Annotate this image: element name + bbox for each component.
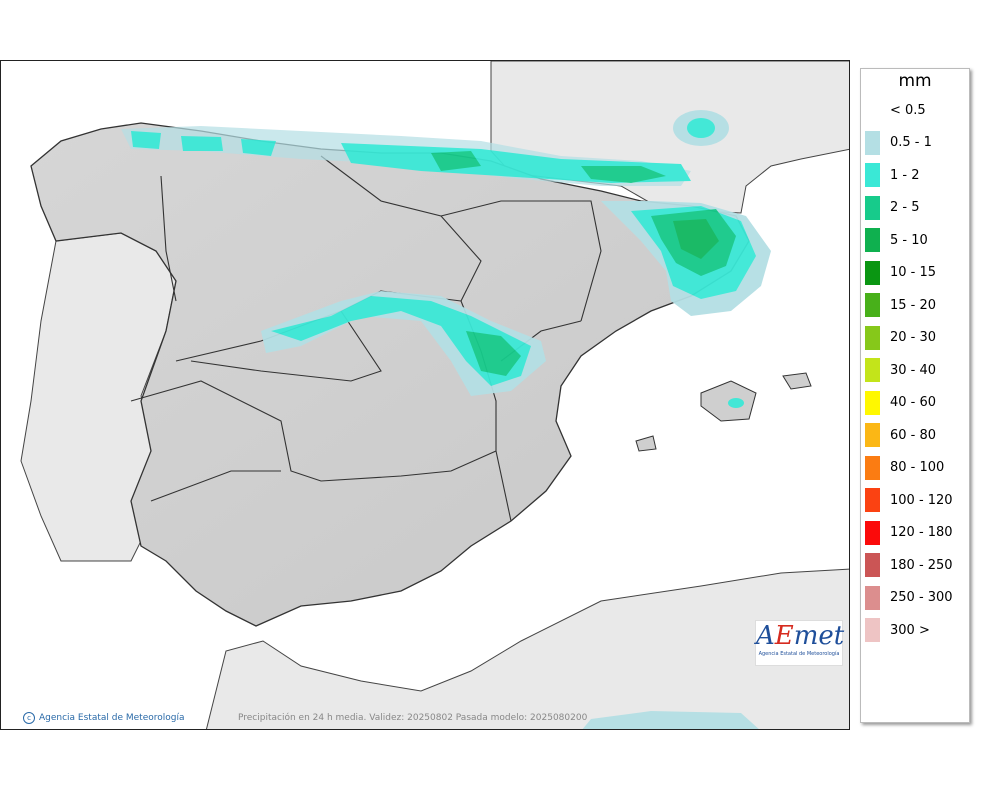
legend-swatch	[865, 325, 880, 350]
africa-landmass	[205, 568, 849, 729]
legend-label: < 0.5	[890, 102, 926, 118]
legend-item: 15 - 20	[865, 293, 936, 317]
precipitation-legend: mm < 0.5 0.5 - 1 1 - 2 2 - 5 5 - 10 10 - 15 15…	[860, 68, 970, 723]
logo-subtitle: Agencia Estatal de Meteorología	[758, 651, 840, 657]
precipitation-map: c Agencia Estatal de Meteorología Precip…	[0, 60, 850, 730]
legend-label: 300 >	[890, 622, 930, 638]
legend-swatch	[865, 553, 880, 577]
aemet-logo: AEmet Agencia Estatal de Meteorología	[755, 620, 845, 666]
legend-label: 5 - 10	[890, 232, 928, 248]
legend-label: 30 - 40	[890, 362, 937, 378]
legend-label: 120 - 180	[890, 525, 953, 540]
copyright-icon: c	[23, 712, 35, 724]
legend-item: 300 >	[865, 618, 930, 642]
legend-swatch	[865, 455, 880, 480]
logo-letter-e: E	[774, 621, 794, 651]
legend-unit: mm	[898, 71, 932, 91]
legend-item: 60 - 80	[865, 423, 936, 447]
legend-item: 80 - 100	[865, 455, 945, 480]
legend-item: 40 - 60	[865, 390, 937, 415]
legend-item: 10 - 15	[865, 260, 937, 285]
legend-label: 80 - 100	[890, 460, 945, 475]
map-canvas	[20, 61, 849, 729]
agency-credit: c Agencia Estatal de Meteorología	[23, 712, 185, 724]
legend-label: 1 - 2	[890, 167, 920, 183]
legend-swatch	[865, 293, 880, 317]
legend-swatch	[865, 423, 880, 447]
legend-item: 250 - 300	[865, 585, 953, 610]
legend-item: 5 - 10	[865, 228, 928, 252]
ibiza-island	[635, 435, 657, 452]
legend-swatch	[865, 228, 880, 252]
legend-swatch	[865, 358, 880, 382]
legend-item: 120 - 180	[865, 520, 953, 545]
legend-label: 0.5 - 1	[890, 135, 932, 150]
legend-label: 15 - 20	[890, 297, 937, 313]
legend-swatch	[865, 98, 880, 122]
agency-credit-text: Agencia Estatal de Meteorología	[39, 713, 185, 723]
legend-label: 60 - 80	[890, 427, 937, 443]
legend-label: 250 - 300	[890, 590, 953, 605]
legend-swatch	[865, 618, 880, 642]
logo-letter-a: A	[756, 621, 775, 651]
legend-swatch	[865, 488, 880, 512]
legend-label: 180 - 250	[890, 557, 953, 573]
precipitation-areas	[121, 110, 771, 729]
legend-item: < 0.5	[865, 98, 926, 122]
legend-swatch	[865, 195, 880, 220]
legend-label: 100 - 120	[890, 492, 953, 508]
legend-swatch	[865, 260, 880, 285]
legend-swatch	[865, 520, 880, 545]
legend-item: 2 - 5	[865, 195, 920, 220]
legend-item: 1 - 2	[865, 163, 920, 187]
menorca-island	[782, 372, 812, 390]
legend-item: 0.5 - 1	[865, 130, 932, 155]
legend-swatch	[865, 130, 880, 155]
map-caption: Precipitación en 24 h media. Validez: 20…	[238, 713, 588, 723]
legend-item: 100 - 120	[865, 488, 953, 512]
legend-swatch	[865, 585, 880, 610]
legend-label: 20 - 30	[890, 330, 937, 345]
legend-label: 40 - 60	[890, 395, 937, 410]
legend-label: 10 - 15	[890, 265, 937, 280]
legend-item: 30 - 40	[865, 358, 936, 382]
legend-label: 2 - 5	[890, 200, 920, 215]
logo-letters-met: met	[793, 621, 845, 651]
mallorca-island	[700, 380, 757, 422]
legend-item: 20 - 30	[865, 325, 937, 350]
legend-item: 180 - 250	[865, 553, 953, 577]
legend-swatch	[865, 163, 880, 187]
legend-swatch	[865, 390, 880, 415]
